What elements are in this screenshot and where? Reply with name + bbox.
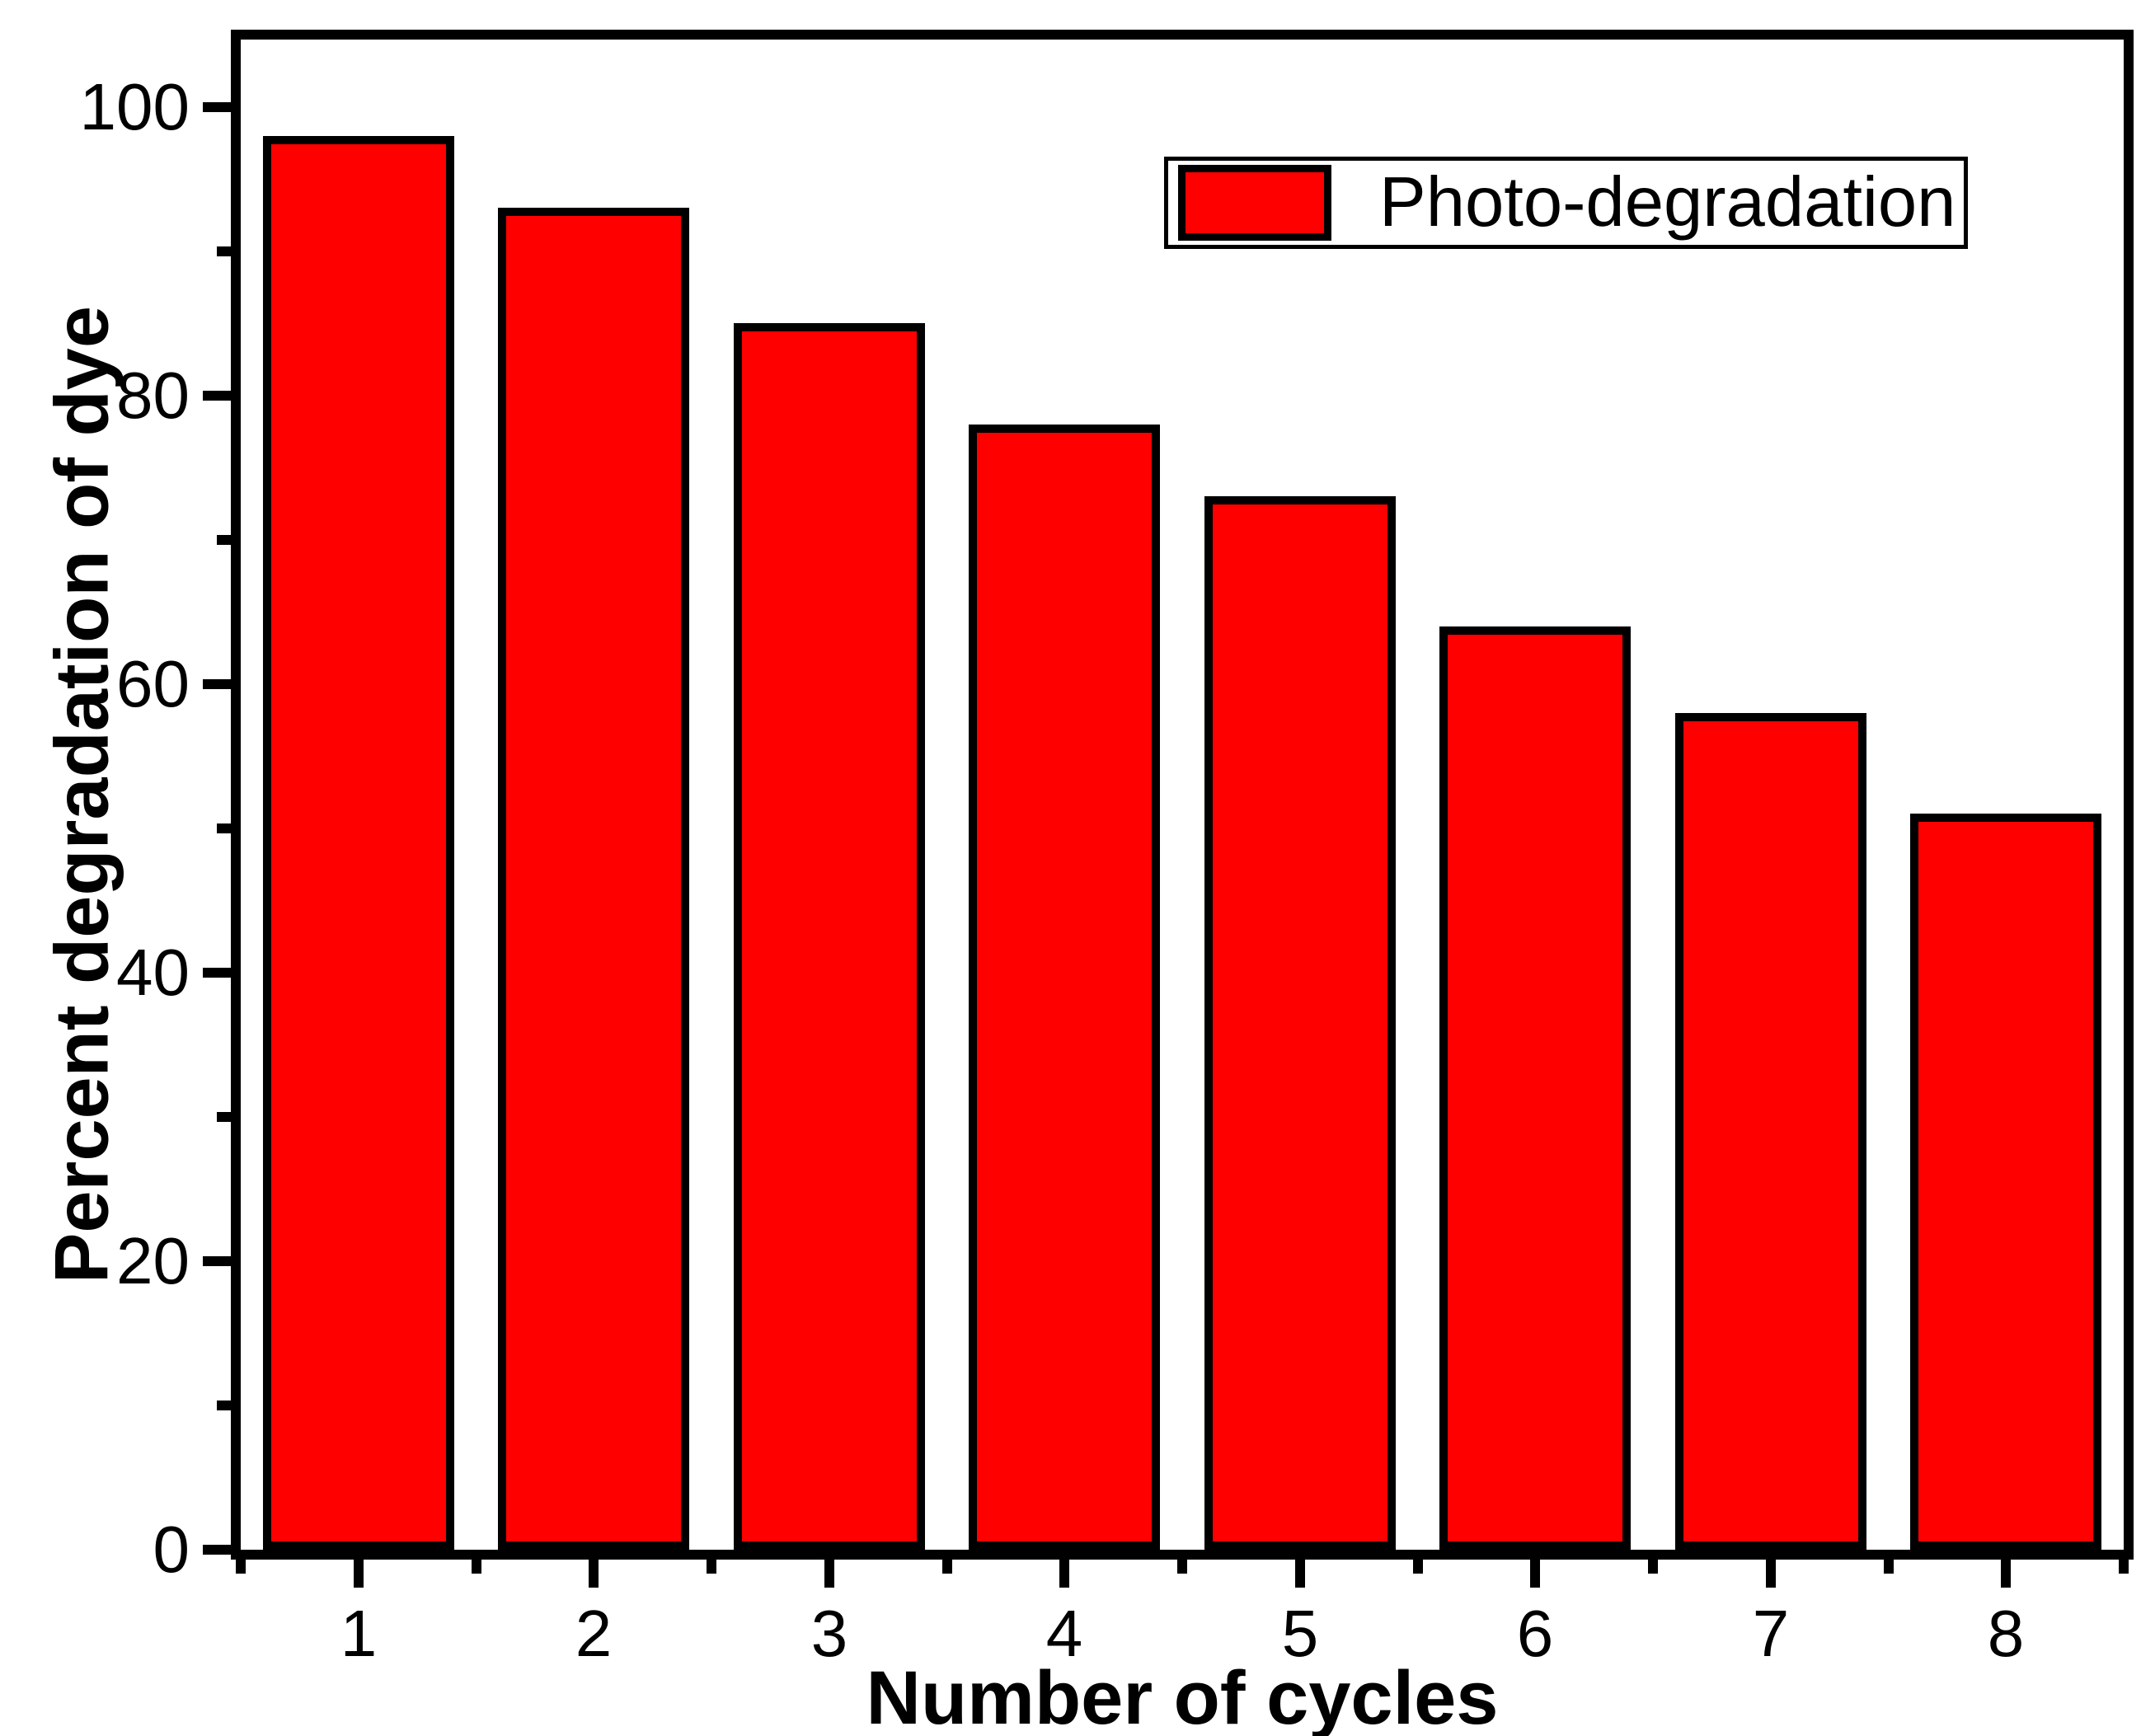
x-tick-label-8: 8 [1987,1597,2025,1670]
y-minor-tick-90 [217,246,231,256]
y-tick-label-100: 100 [79,70,190,143]
legend: Photo-degradation [1164,157,1968,249]
x-tick-label-7: 7 [1752,1597,1790,1670]
x-major-tick-2 [589,1560,599,1588]
bar-cycle-7 [1675,713,1866,1550]
x-minor-tick-3 [942,1560,952,1574]
x-minor-tick-7 [1884,1560,1894,1574]
bar-cycle-1 [263,136,454,1550]
plot-frame [231,30,2134,1560]
y-minor-tick-50 [217,823,231,833]
x-minor-tick-2 [707,1560,716,1574]
x-major-tick-7 [1766,1560,1776,1588]
bar-cycle-6 [1439,626,1631,1550]
y-major-tick-40 [203,968,231,978]
y-major-tick-100 [203,102,231,112]
y-axis-title: Percent degradation of dye [40,305,124,1284]
bar-cycle-8 [1910,814,2101,1550]
x-minor-tick-8 [2119,1560,2129,1574]
legend-label: Photo-degradation [1379,163,1956,242]
x-major-tick-3 [824,1560,834,1588]
y-minor-tick-70 [217,535,231,545]
x-tick-label-6: 6 [1516,1597,1554,1670]
y-minor-tick-10 [217,1401,231,1410]
y-minor-tick-30 [217,1112,231,1122]
bar-cycle-5 [1204,496,1396,1550]
x-major-tick-6 [1530,1560,1540,1588]
y-major-tick-80 [203,391,231,401]
x-minor-tick-4 [1177,1560,1187,1574]
y-tick-label-40: 40 [116,936,190,1009]
bar-cycle-3 [734,323,925,1550]
y-major-tick-0 [203,1545,231,1555]
x-tick-label-3: 3 [810,1597,848,1670]
x-minor-tick-5 [1413,1560,1423,1574]
y-tick-label-20: 20 [116,1224,190,1297]
y-tick-label-80: 80 [116,359,190,432]
y-tick-label-60: 60 [116,647,190,720]
x-tick-label-1: 1 [340,1597,378,1670]
x-minor-tick-6 [1648,1560,1658,1574]
x-tick-label-4: 4 [1045,1597,1083,1670]
x-major-tick-4 [1059,1560,1069,1588]
bar-cycle-4 [969,425,1160,1550]
y-tick-label-0: 0 [153,1513,190,1586]
bar-cycle-2 [498,208,689,1550]
x-tick-label-5: 5 [1281,1597,1319,1670]
x-tick-label-2: 2 [575,1597,613,1670]
y-major-tick-20 [203,1256,231,1266]
legend-swatch [1178,165,1331,241]
x-minor-tick-0 [236,1560,246,1574]
x-minor-tick-1 [472,1560,481,1574]
x-major-tick-1 [354,1560,364,1588]
x-major-tick-8 [2001,1560,2011,1588]
x-axis-title: Number of cycles [866,1656,1499,1736]
x-major-tick-5 [1295,1560,1305,1588]
y-major-tick-60 [203,679,231,689]
